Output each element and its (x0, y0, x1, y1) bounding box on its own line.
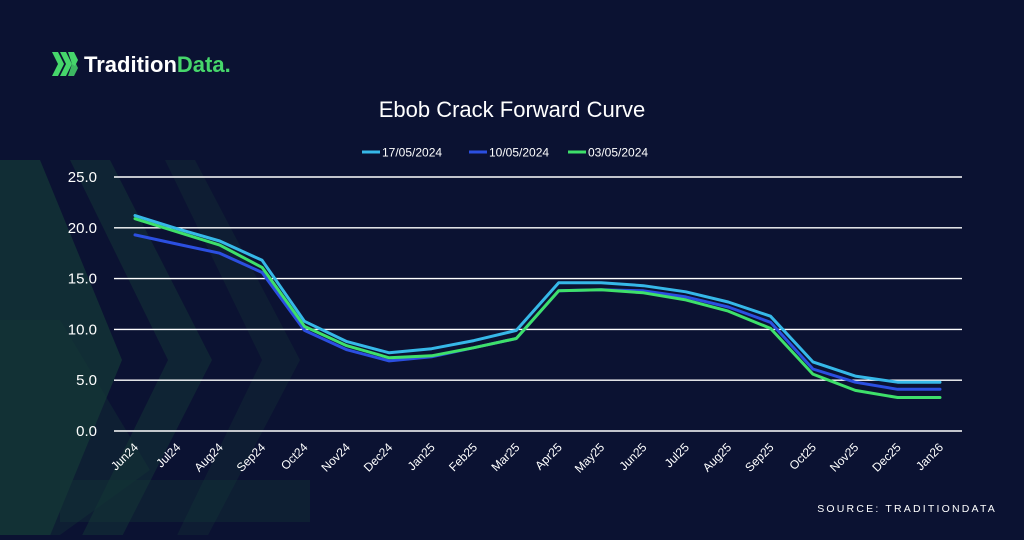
y-tick-label: 15.0 (68, 271, 97, 288)
legend-label: 03/05/2024 (588, 146, 648, 160)
chart-series (133, 214, 942, 399)
source-note: SOURCE: TRADITIONDATA (817, 503, 997, 515)
x-tick-label: Nov25 (827, 440, 862, 475)
y-axis-ticks: 0.0 5.0 10.0 15.0 20.0 25.0 (68, 169, 97, 440)
x-tick-label: Jul25 (662, 440, 692, 470)
brand-name-part1: Tradition (84, 52, 177, 77)
chart-legend: 17/05/2024 10/05/2024 03/05/2024 (362, 146, 648, 160)
series-line-03-05-2024 (133, 217, 942, 399)
x-tick-label: Feb25 (446, 440, 480, 474)
x-tick-label: Sep25 (742, 440, 777, 475)
brand-logo: TraditionData. (52, 52, 231, 77)
legend-label: 10/05/2024 (489, 146, 549, 160)
y-tick-label: 20.0 (68, 220, 97, 237)
brand-name: TraditionData. (84, 52, 231, 77)
y-tick-label: 10.0 (68, 321, 97, 338)
x-tick-label: Dec25 (869, 440, 904, 475)
legend-item: 10/05/2024 (469, 146, 549, 160)
x-tick-label: Jan25 (405, 440, 438, 473)
decorative-chevrons (0, 160, 310, 540)
x-tick-label: Jan26 (913, 440, 946, 473)
x-tick-label: Apr25 (532, 440, 565, 473)
decor-band-1 (0, 320, 150, 535)
x-tick-label: Mar25 (488, 440, 522, 474)
y-tick-label: 5.0 (76, 372, 97, 389)
series-line-17-05-2024 (133, 214, 942, 384)
tradition-chevron-logo-icon (52, 52, 78, 76)
chart-grid (114, 176, 962, 432)
legend-item: 03/05/2024 (568, 146, 648, 160)
decor-band-2 (60, 480, 310, 522)
x-tick-label: Aug25 (700, 440, 735, 475)
x-tick-label: Oct25 (786, 440, 819, 473)
decor-chevron-1 (0, 160, 122, 540)
y-tick-label: 0.0 (76, 423, 97, 440)
x-tick-label: May25 (572, 440, 608, 476)
decor-chevron-3 (165, 160, 300, 540)
y-tick-label: 25.0 (68, 169, 97, 186)
x-tick-label: Oct24 (278, 440, 311, 473)
legend-label: 17/05/2024 (382, 146, 442, 160)
legend-item: 17/05/2024 (362, 146, 442, 160)
x-tick-label: Dec24 (361, 440, 396, 475)
chart-title: Ebob Crack Forward Curve (379, 97, 646, 122)
x-tick-label: Nov24 (319, 440, 354, 475)
brand-name-part2: Data. (177, 52, 231, 77)
x-tick-label: Jun25 (617, 440, 650, 473)
